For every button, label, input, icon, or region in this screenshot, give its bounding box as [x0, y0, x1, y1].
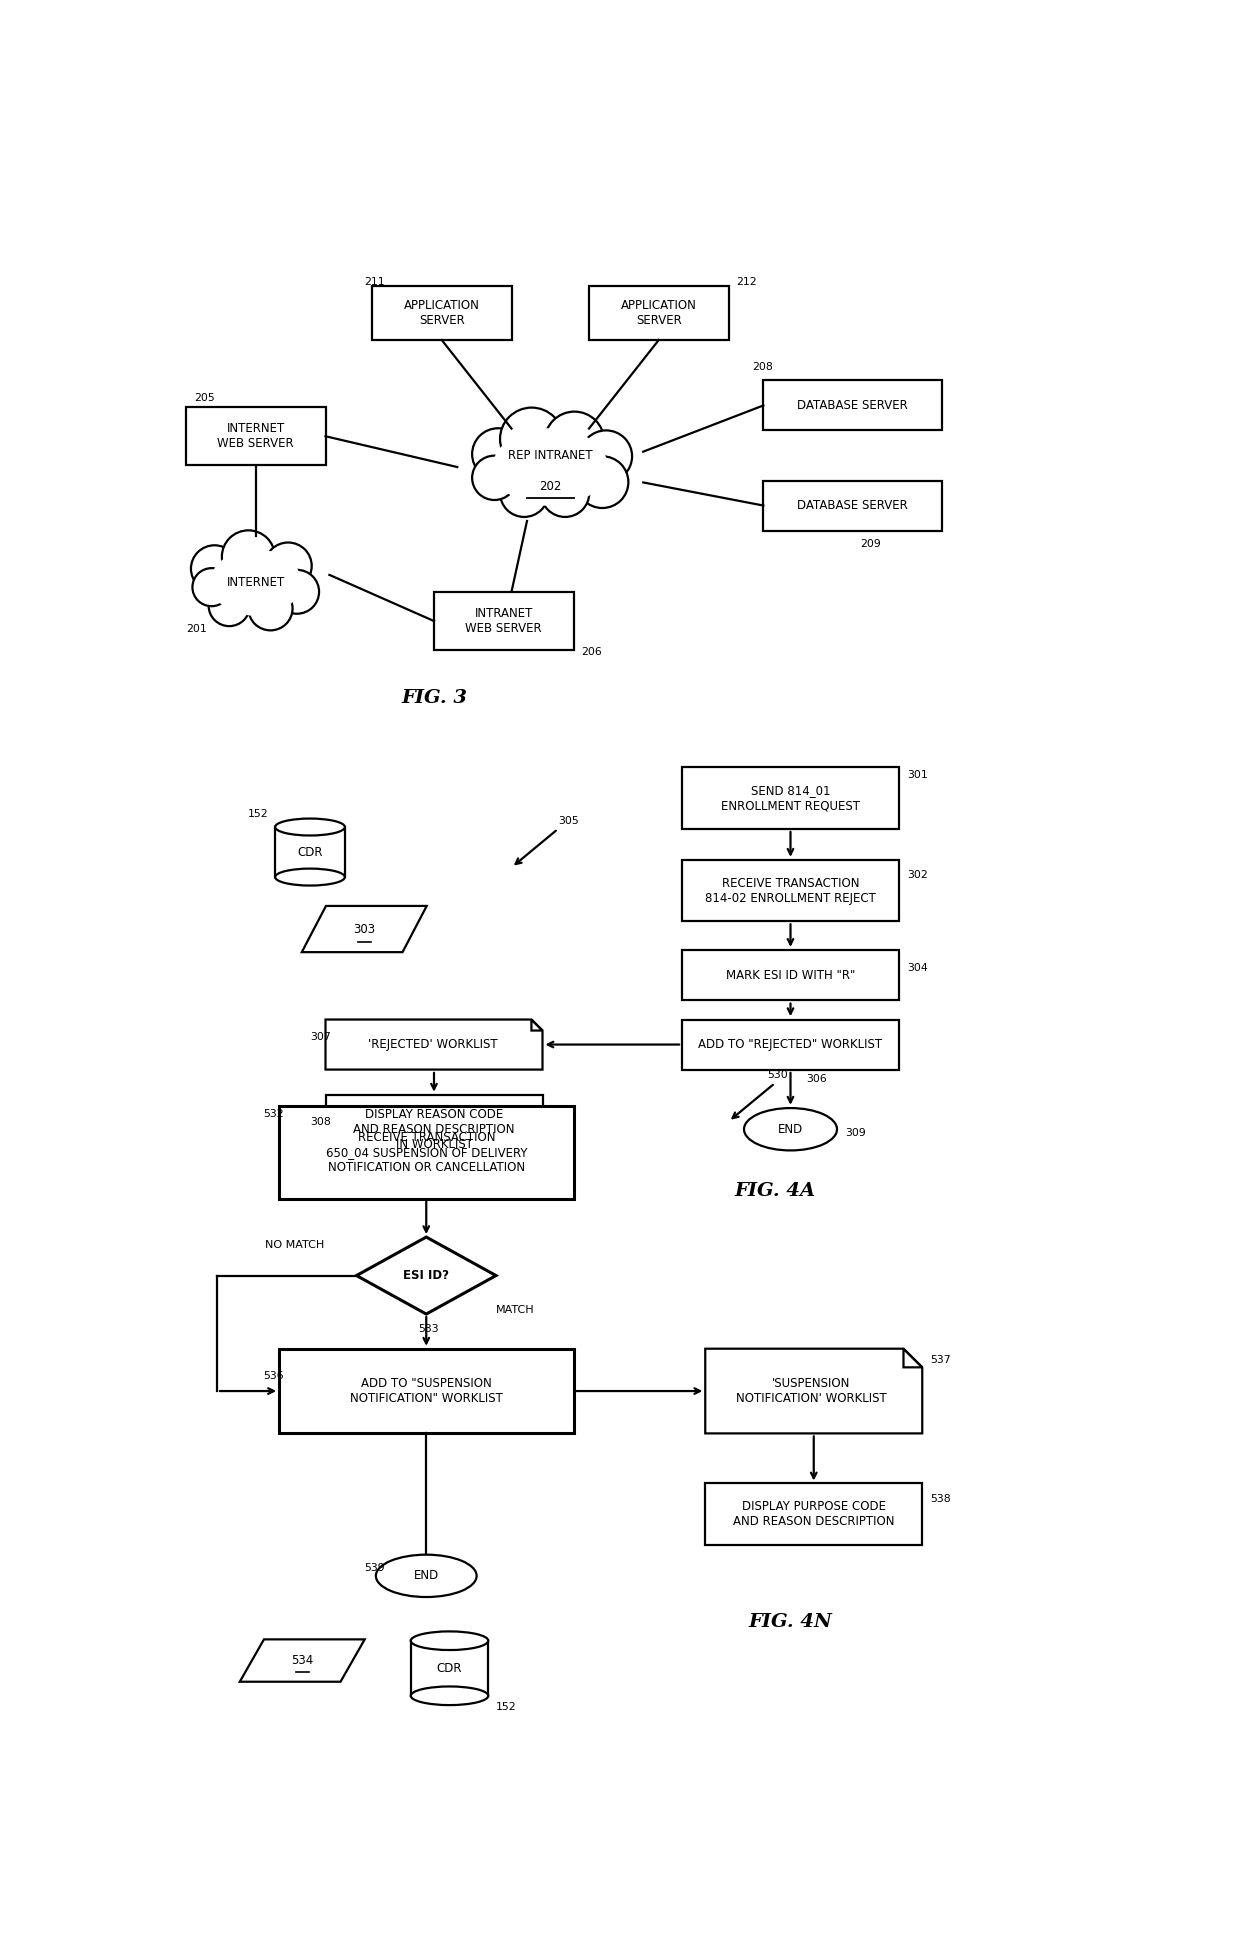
Bar — [186, 408, 325, 464]
Bar — [589, 286, 729, 341]
Circle shape — [275, 569, 319, 613]
Text: END: END — [414, 1569, 439, 1583]
Text: 309: 309 — [844, 1128, 866, 1138]
Text: RECEIVE TRANSACTION
814-02 ENROLLMENT REJECT: RECEIVE TRANSACTION 814-02 ENROLLMENT RE… — [706, 877, 875, 904]
Bar — [682, 859, 899, 921]
Ellipse shape — [492, 428, 608, 505]
Polygon shape — [239, 1639, 365, 1682]
Circle shape — [472, 455, 517, 499]
Text: 308: 308 — [310, 1116, 331, 1126]
Circle shape — [222, 530, 275, 582]
Text: 303: 303 — [353, 923, 376, 935]
Text: 'SUSPENSION
NOTIFICATION' WORKLIST: 'SUSPENSION NOTIFICATION' WORKLIST — [735, 1378, 887, 1405]
Text: INTRANET
WEB SERVER: INTRANET WEB SERVER — [465, 608, 542, 635]
Bar — [706, 1484, 923, 1544]
Text: 533: 533 — [419, 1324, 439, 1335]
Text: CDR: CDR — [436, 1662, 463, 1676]
Text: 206: 206 — [582, 646, 601, 656]
Circle shape — [500, 408, 563, 470]
Text: 201: 201 — [186, 623, 207, 635]
Text: 536: 536 — [263, 1370, 284, 1382]
Text: INTERNET
WEB SERVER: INTERNET WEB SERVER — [217, 422, 294, 451]
Text: CDR: CDR — [298, 846, 322, 859]
Text: 152: 152 — [496, 1701, 517, 1712]
Circle shape — [264, 542, 311, 590]
Circle shape — [500, 468, 548, 517]
Text: REP INTRANET: REP INTRANET — [508, 449, 593, 462]
Text: 534: 534 — [291, 1654, 314, 1668]
Text: 212: 212 — [737, 277, 756, 286]
Bar — [682, 950, 899, 1000]
Text: FIG. 4N: FIG. 4N — [749, 1614, 832, 1631]
Text: DISPLAY PURPOSE CODE
AND REASON DESCRIPTION: DISPLAY PURPOSE CODE AND REASON DESCRIPT… — [733, 1500, 894, 1529]
Bar — [325, 1095, 543, 1163]
Circle shape — [541, 468, 589, 517]
Polygon shape — [301, 906, 427, 952]
Text: INTERNET: INTERNET — [227, 577, 285, 588]
Text: DATABASE SERVER: DATABASE SERVER — [797, 399, 908, 412]
Circle shape — [577, 457, 629, 509]
Text: ADD TO "REJECTED" WORKLIST: ADD TO "REJECTED" WORKLIST — [698, 1037, 883, 1051]
Text: NO MATCH: NO MATCH — [265, 1240, 324, 1250]
Text: MATCH: MATCH — [496, 1306, 534, 1316]
Text: 202: 202 — [539, 480, 562, 493]
Bar — [279, 1107, 573, 1198]
Text: 'REJECTED' WORKLIST: 'REJECTED' WORKLIST — [367, 1037, 497, 1051]
Text: ESI ID?: ESI ID? — [403, 1269, 449, 1283]
Text: 152: 152 — [248, 809, 269, 819]
Polygon shape — [706, 1349, 923, 1434]
Text: 301: 301 — [906, 770, 928, 780]
Polygon shape — [325, 1020, 543, 1070]
Text: MARK ESI ID WITH "R": MARK ESI ID WITH "R" — [725, 969, 856, 981]
Text: END: END — [777, 1122, 804, 1136]
Bar — [764, 480, 941, 530]
Ellipse shape — [410, 1687, 489, 1705]
Ellipse shape — [210, 550, 301, 615]
Ellipse shape — [744, 1109, 837, 1151]
Bar — [434, 592, 573, 650]
Ellipse shape — [275, 869, 345, 886]
Text: SEND 814_01
ENROLLMENT REQUEST: SEND 814_01 ENROLLMENT REQUEST — [720, 784, 861, 813]
Text: RECEIVE TRANSACTION
650_04 SUSPENSION OF DELIVERY
NOTIFICATION OR CANCELLATION: RECEIVE TRANSACTION 650_04 SUSPENSION OF… — [325, 1130, 527, 1175]
Bar — [279, 1349, 573, 1434]
Ellipse shape — [410, 1631, 489, 1651]
Text: FIG. 4A: FIG. 4A — [734, 1182, 816, 1200]
Bar — [764, 381, 941, 430]
Text: 305: 305 — [558, 817, 579, 826]
Circle shape — [544, 412, 604, 470]
Text: DISPLAY REASON CODE
AND REASON DESCRIPTION
IN WORKLIST: DISPLAY REASON CODE AND REASON DESCRIPTI… — [353, 1107, 515, 1151]
Text: FIG. 3: FIG. 3 — [401, 689, 467, 706]
Text: 538: 538 — [930, 1494, 951, 1503]
Text: APPLICATION
SERVER: APPLICATION SERVER — [404, 300, 480, 327]
Text: DATABASE SERVER: DATABASE SERVER — [797, 499, 908, 513]
Text: 208: 208 — [751, 362, 773, 372]
Bar — [682, 1020, 899, 1070]
Circle shape — [580, 430, 632, 482]
Text: 304: 304 — [906, 962, 928, 973]
Text: 302: 302 — [906, 871, 928, 880]
Bar — [682, 768, 899, 828]
Circle shape — [192, 569, 231, 606]
Text: 530: 530 — [768, 1070, 787, 1080]
Text: APPLICATION
SERVER: APPLICATION SERVER — [621, 300, 697, 327]
Text: 306: 306 — [806, 1074, 827, 1084]
Circle shape — [191, 546, 238, 592]
Polygon shape — [357, 1236, 496, 1314]
Circle shape — [208, 584, 250, 627]
Text: 211: 211 — [365, 277, 384, 286]
Text: ADD TO "SUSPENSION
NOTIFICATION" WORKLIST: ADD TO "SUSPENSION NOTIFICATION" WORKLIS… — [350, 1378, 502, 1405]
Circle shape — [472, 428, 525, 480]
Text: 532: 532 — [263, 1109, 284, 1118]
Text: 537: 537 — [930, 1354, 951, 1366]
Ellipse shape — [376, 1554, 476, 1596]
Bar — [372, 286, 511, 341]
Text: 307: 307 — [310, 1031, 331, 1041]
Circle shape — [248, 586, 293, 631]
Text: 539: 539 — [365, 1563, 384, 1573]
Text: 205: 205 — [193, 393, 215, 402]
Text: 209: 209 — [861, 540, 880, 550]
Ellipse shape — [275, 819, 345, 836]
